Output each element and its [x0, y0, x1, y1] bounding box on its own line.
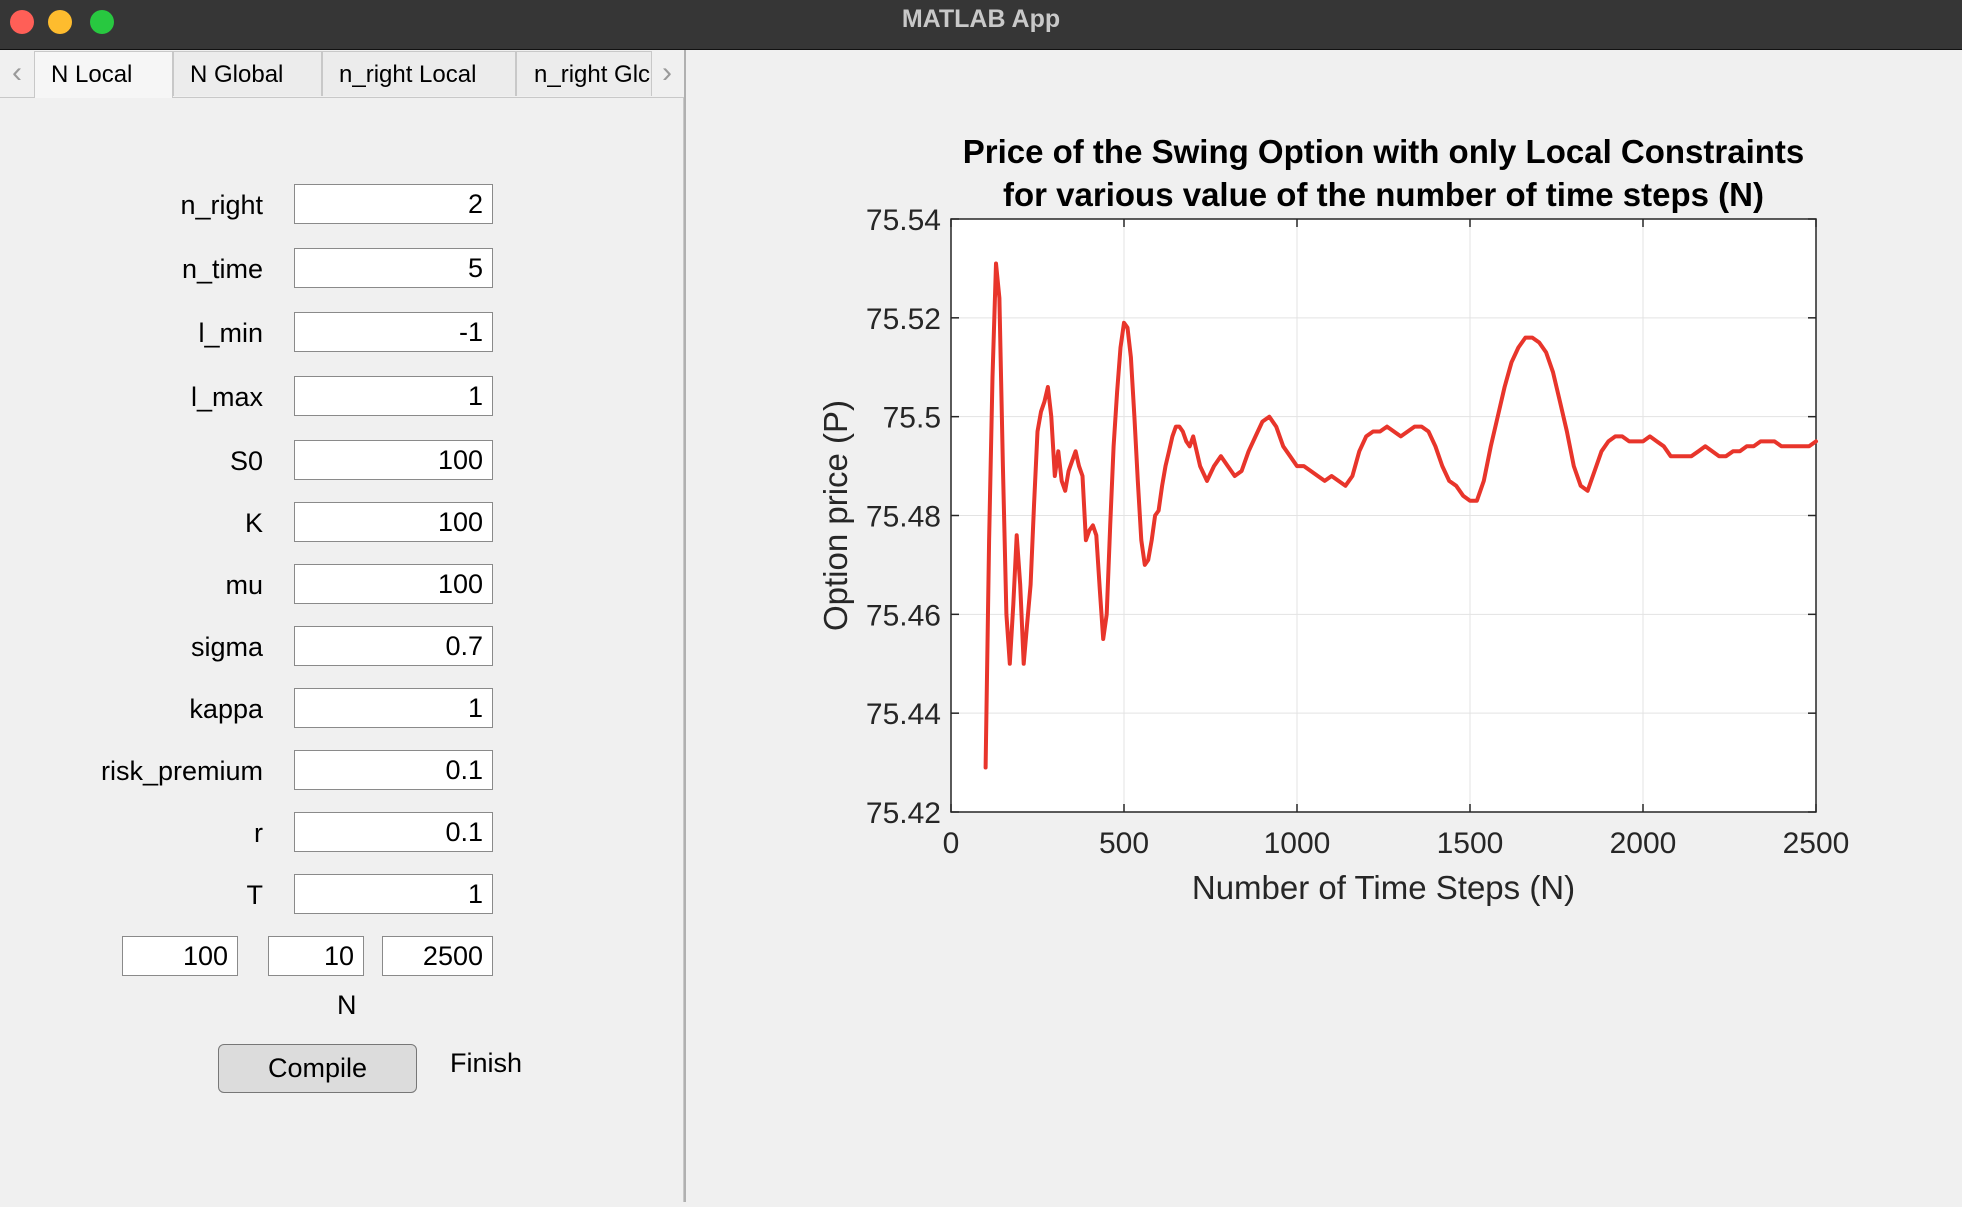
param-label-mu: mu	[225, 570, 263, 600]
param-label-l-max: l_max	[190, 382, 263, 412]
y-tick-label: 75.48	[866, 501, 941, 534]
param-field-s0[interactable]: 100	[294, 440, 493, 480]
chart-x-axis-label: Number of Time Steps (N)	[1192, 869, 1575, 906]
param-field-l-max[interactable]: 1	[294, 376, 493, 416]
compile-button[interactable]: Compile	[218, 1044, 417, 1093]
tab-n-global[interactable]: N Global	[173, 51, 322, 96]
y-tick-label: 75.44	[866, 698, 941, 731]
y-tick-label: 75.42	[866, 797, 941, 830]
n-step-field[interactable]: 10	[268, 936, 364, 976]
window-title: MATLAB App	[901, 5, 1061, 33]
param-label-l-min: l_min	[198, 318, 263, 348]
chart-series	[983, 261, 1818, 770]
y-tick-label: 75.52	[866, 303, 941, 336]
param-label-k: K	[244, 508, 263, 538]
y-tick-label: 75.46	[866, 599, 941, 632]
param-field-l-min[interactable]: -1	[294, 312, 493, 352]
param-field-kappa[interactable]: 1	[294, 688, 493, 728]
param-field-t[interactable]: 1	[294, 874, 493, 914]
param-label-s0: S0	[229, 446, 263, 476]
price-series-line	[983, 261, 1818, 770]
param-label-kappa: kappa	[189, 694, 263, 724]
maximize-window-button[interactable]	[90, 10, 114, 34]
panel-splitter[interactable]	[686, 50, 694, 1202]
chart-y-axis-label: Option price (P)	[817, 400, 854, 631]
plot-panel: 0 500 1000 1500 2000 2500 75.42 75.44 75.46 75.48…	[694, 50, 1962, 1202]
param-field-n-time[interactable]: 5	[294, 248, 493, 288]
param-label-r: r	[254, 818, 263, 848]
tab-n-right-local[interactable]: n_right Local	[322, 51, 516, 96]
y-tick-label: 75.54	[866, 204, 941, 237]
param-field-risk-premium[interactable]: 0.1	[294, 750, 493, 790]
x-tick-label: 2000	[1610, 827, 1677, 860]
x-tick-label: 500	[1099, 827, 1149, 860]
minimize-window-button[interactable]	[48, 10, 72, 34]
n-start-field[interactable]: 100	[122, 936, 238, 976]
chart-ticks: 0 500 1000 1500 2000 2500 75.42 75.44 75.46 75.48…	[866, 204, 1849, 860]
tab-scroll-left-icon[interactable]: ‹	[12, 56, 22, 89]
n-end-field[interactable]: 2500	[382, 936, 493, 976]
param-field-n-right[interactable]: 2	[294, 184, 493, 224]
param-label-sigma: sigma	[190, 632, 263, 662]
param-label-t: T	[246, 880, 264, 910]
n-range-label: N	[337, 990, 357, 1020]
window-titlebar: MATLAB App	[0, 0, 1962, 50]
x-tick-label: 0	[943, 827, 960, 860]
param-label-n-right: n_right	[180, 190, 263, 220]
param-label-n-time: n_time	[181, 254, 263, 284]
x-tick-label: 2500	[1783, 827, 1850, 860]
chart-title-line-1: Price of the Swing Option with only Loca…	[963, 133, 1805, 170]
tab-bar: ‹ N Local N Global n_right Local n_right…	[0, 50, 684, 98]
param-field-sigma[interactable]: 0.7	[294, 626, 493, 666]
param-field-r[interactable]: 0.1	[294, 812, 493, 852]
tab-scroll-right-icon[interactable]: ›	[662, 56, 672, 89]
tab-n-local[interactable]: N Local	[34, 51, 173, 98]
param-label-risk-premium: risk_premium	[100, 756, 263, 786]
price-chart: 0 500 1000 1500 2000 2500 75.42 75.44 75.46 75.48…	[817, 133, 1849, 906]
tab-content-n-local: n_right 2 n_time 5 l_min -1 l_max 1 S0 1…	[0, 97, 684, 1202]
chart-title-line-2: for various value of the number of time …	[1003, 176, 1764, 213]
parameters-panel: ‹ N Local N Global n_right Local n_right…	[0, 50, 686, 1202]
status-text: Finish	[450, 1048, 523, 1078]
chart-grid	[950, 218, 1817, 813]
x-tick-label: 1500	[1437, 827, 1504, 860]
param-field-k[interactable]: 100	[294, 502, 493, 542]
x-tick-label: 1000	[1264, 827, 1331, 860]
param-field-mu[interactable]: 100	[294, 564, 493, 604]
close-window-button[interactable]	[10, 10, 34, 34]
tab-n-right-global[interactable]: n_right Glc	[516, 51, 652, 96]
y-tick-label: 75.5	[883, 402, 941, 435]
